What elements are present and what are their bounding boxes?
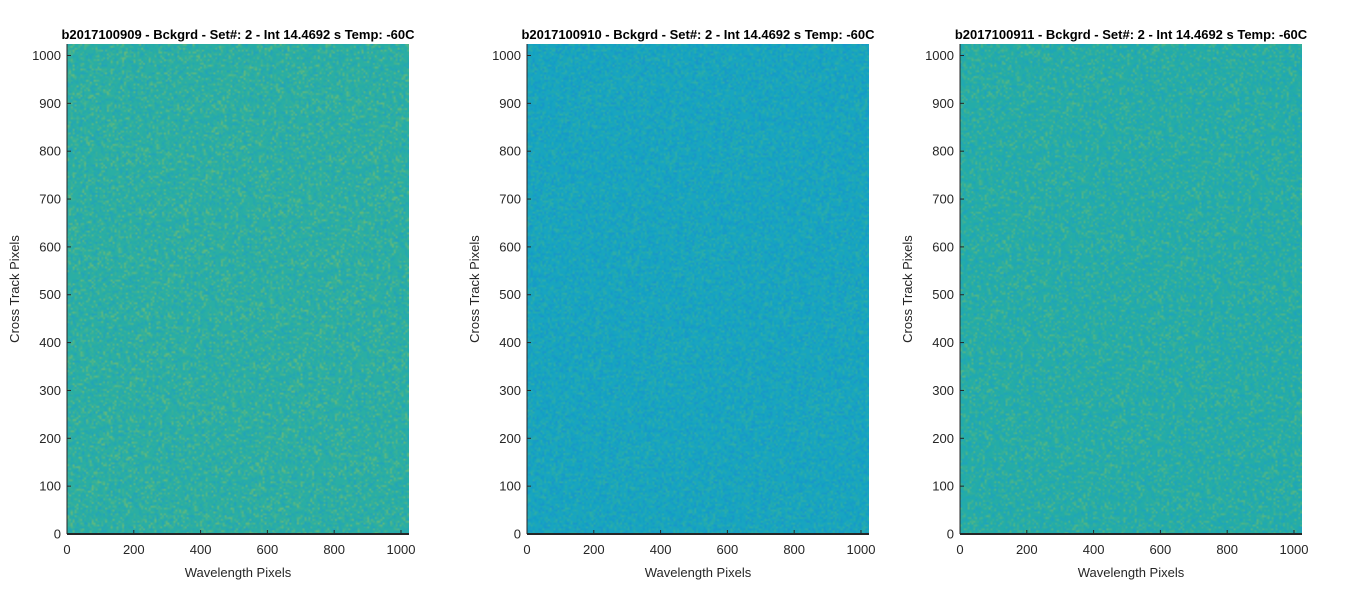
x-tick-label: 0 [956, 542, 963, 557]
y-tick-label: 400 [932, 335, 954, 350]
y-tick-label: 900 [499, 96, 521, 111]
y-tick-label: 600 [499, 239, 521, 254]
x-tick-label: 1000 [847, 542, 876, 557]
y-axis-label: Cross Track Pixels [900, 235, 915, 343]
x-axis-label: Wavelength Pixels [1078, 565, 1185, 580]
y-tick-label: 600 [39, 239, 61, 254]
x-tick-label: 800 [1216, 542, 1238, 557]
y-tick-label: 0 [54, 527, 61, 542]
y-tick-label: 1000 [492, 48, 521, 63]
y-tick-label: 700 [499, 192, 521, 207]
y-tick-label: 800 [932, 144, 954, 159]
y-tick-label: 500 [932, 287, 954, 302]
y-axis-label: Cross Track Pixels [7, 235, 22, 343]
y-tick-label: 500 [39, 287, 61, 302]
chart-panel-2: 0 200 400 600 800 1000 0 100 200 300 400 500 600 700 8… [467, 27, 875, 580]
x-tick-label: 800 [323, 542, 345, 557]
chart-title: b2017100910 - Bckgrd - Set#: 2 - Int 14.… [521, 27, 875, 42]
x-tick-label: 800 [783, 542, 805, 557]
heatmap-image [960, 44, 1302, 534]
y-tick-label: 300 [499, 383, 521, 398]
heatmap-image [527, 44, 869, 534]
y-tick-label: 0 [514, 527, 521, 542]
y-tick-label: 800 [39, 144, 61, 159]
y-tick-label: 900 [932, 96, 954, 111]
y-tick-label: 600 [932, 239, 954, 254]
x-tick-label: 600 [257, 542, 279, 557]
y-tick-label: 100 [499, 479, 521, 494]
chart-panel-1: 0 200 400 600 800 1000 0 100 200 300 400 500 600 700 8… [7, 27, 415, 580]
x-tick-label: 0 [63, 542, 70, 557]
y-tick-label: 300 [932, 383, 954, 398]
y-tick-label: 900 [39, 96, 61, 111]
y-tick-label: 1000 [925, 48, 954, 63]
chart-title: b2017100911 - Bckgrd - Set#: 2 - Int 14.… [955, 27, 1308, 42]
x-tick-label: 400 [1083, 542, 1105, 557]
y-tick-label: 1000 [32, 48, 61, 63]
x-axis-label: Wavelength Pixels [185, 565, 292, 580]
y-tick-label: 0 [947, 527, 954, 542]
x-tick-label: 0 [523, 542, 530, 557]
y-tick-label: 700 [39, 192, 61, 207]
x-tick-label: 1000 [387, 542, 416, 557]
y-tick-label: 300 [39, 383, 61, 398]
y-axis-label: Cross Track Pixels [467, 235, 482, 343]
y-tick-label: 400 [39, 335, 61, 350]
x-tick-label: 1000 [1280, 542, 1309, 557]
x-tick-label: 200 [1016, 542, 1038, 557]
y-tick-label: 200 [932, 431, 954, 446]
x-tick-label: 200 [583, 542, 605, 557]
heatmap-image [67, 44, 409, 534]
x-tick-label: 400 [190, 542, 212, 557]
x-tick-label: 600 [717, 542, 739, 557]
x-axis-label: Wavelength Pixels [645, 565, 752, 580]
y-tick-label: 100 [39, 479, 61, 494]
y-tick-label: 500 [499, 287, 521, 302]
x-tick-label: 400 [650, 542, 672, 557]
y-tick-label: 800 [499, 144, 521, 159]
y-tick-label: 100 [932, 479, 954, 494]
x-tick-label: 200 [123, 542, 145, 557]
y-tick-label: 700 [932, 192, 954, 207]
chart-title: b2017100909 - Bckgrd - Set#: 2 - Int 14.… [61, 27, 415, 42]
x-tick-label: 600 [1150, 542, 1172, 557]
y-tick-label: 400 [499, 335, 521, 350]
chart-panel-3: 0 200 400 600 800 1000 0 100 200 300 400 500 600 700 8… [900, 27, 1308, 580]
y-tick-label: 200 [499, 431, 521, 446]
y-tick-label: 200 [39, 431, 61, 446]
